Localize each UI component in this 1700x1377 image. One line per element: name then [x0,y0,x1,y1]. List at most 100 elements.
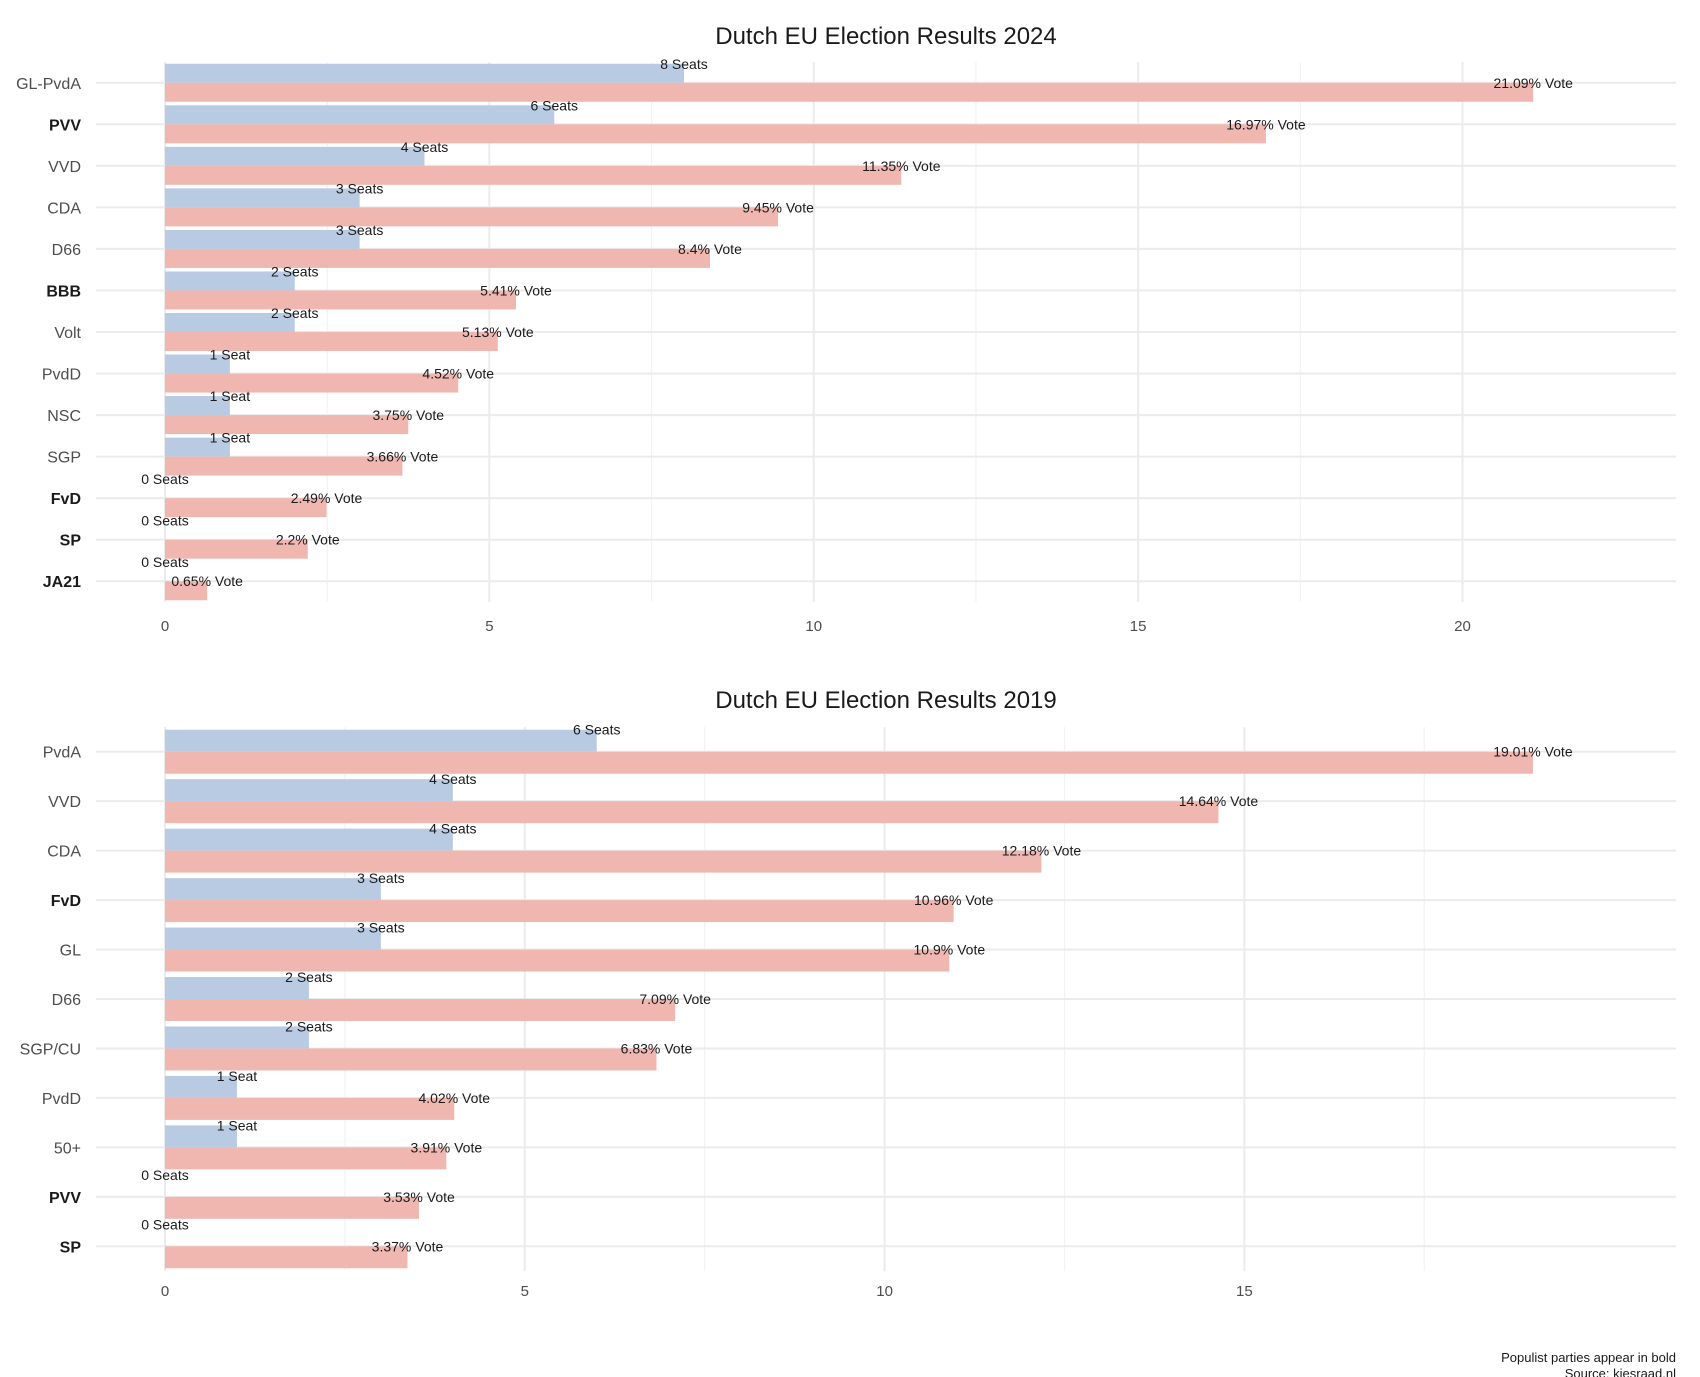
seats-bar [165,271,295,291]
seats-label: 0 Seats [141,513,188,529]
seats-label: 0 Seats [141,1216,188,1232]
seats-bar [165,146,425,166]
seats-bar [165,729,597,752]
seats-bar [165,779,453,802]
vote-label: 12.18% Vote [1002,843,1082,859]
seats-bar [165,229,360,249]
category-label: VVD [48,794,81,811]
vote-bar [165,248,710,268]
seats-label: 0 Seats [141,554,188,570]
vote-bar [165,999,676,1021]
vote-label: 16.97% Vote [1226,116,1306,132]
vote-bar [165,949,950,972]
vote-bar [165,801,1219,824]
seats-label: 6 Seats [531,97,578,113]
seats-bar [165,878,381,901]
category-label: SP [60,1239,82,1256]
category-label: CDA [47,200,81,217]
category-label: VVD [48,159,81,176]
vote-label: 3.75% Vote [372,407,444,423]
x-tick-label: 0 [161,1283,169,1300]
x-tick-label: 5 [485,618,493,635]
category-label: PvdA [43,745,82,762]
x-tick-label: 15 [1130,618,1147,635]
vote-label: 10.96% Vote [914,892,994,908]
x-tick-label: 15 [1236,1283,1253,1300]
seats-bar [165,977,309,999]
category-label: PvdD [42,1091,81,1108]
vote-bar [165,581,208,601]
category-label: D66 [52,992,81,1009]
seats-label: 1 Seat [210,430,251,446]
vote-bar [165,850,1042,873]
vote-bar [165,373,459,393]
vote-bar [165,1147,447,1170]
seats-bar [165,437,230,457]
caption-source: Source: kiesraad.nl [1565,1366,1676,1377]
vote-label: 14.64% Vote [1179,793,1259,809]
seats-label: 0 Seats [141,471,188,487]
seats-label: 8 Seats [660,56,707,72]
seats-label: 4 Seats [429,771,476,787]
vote-bar [165,1246,408,1269]
vote-label: 3.91% Vote [411,1139,483,1155]
seats-bar [165,63,685,83]
seats-bar [165,105,555,125]
vote-label: 2.2% Vote [276,532,340,548]
seats-label: 6 Seats [573,722,620,738]
vote-bar [165,82,1534,102]
vote-bar [165,207,779,227]
category-label: SP [60,533,82,550]
seats-label: 4 Seats [401,139,448,155]
seats-bar [165,313,295,332]
vote-bar [165,290,516,310]
seats-bar [165,1125,237,1148]
seats-label: 2 Seats [271,305,318,321]
seats-bar [165,927,381,950]
vote-label: 4.02% Vote [418,1090,490,1106]
category-label: Volt [54,325,81,342]
category-label: SGP/CU [20,1041,81,1058]
vote-label: 11.35% Vote [862,158,941,174]
vote-bar [165,415,409,435]
seats-bar [165,354,230,374]
category-label: D66 [52,242,81,259]
seats-label: 3 Seats [336,222,383,238]
category-label: FvD [51,491,81,508]
x-tick-label: 0 [161,618,169,635]
seats-bar [165,396,230,416]
vote-bar [165,900,954,923]
vote-bar [165,1196,420,1219]
category-label: CDA [47,844,81,861]
vote-label: 19.01% Vote [1493,744,1573,760]
category-label: JA21 [43,574,81,591]
vote-label: 4.52% Vote [422,366,494,382]
vote-label: 2.49% Vote [291,490,363,506]
category-label: 50+ [54,1140,81,1157]
seats-label: 1 Seat [217,1068,258,1084]
chart-title: Dutch EU Election Results 2019 [715,687,1057,714]
vote-label: 10.9% Vote [914,942,986,958]
seats-bar [165,1075,237,1098]
seats-label: 2 Seats [271,263,318,279]
vote-bar [165,539,308,559]
vote-label: 7.09% Vote [639,991,711,1007]
vote-bar [165,1048,657,1071]
vote-bar [165,1097,455,1120]
chart-2024: Dutch EU Election Results 2024 8 Seats 21.… [16,23,1676,635]
category-label: PVV [49,1190,81,1207]
vote-bar [165,751,1533,774]
seats-label: 2 Seats [285,969,332,985]
category-label: SGP [47,450,81,467]
category-label: FvD [51,893,81,910]
category-label: PVV [49,117,81,134]
vote-bar [165,456,403,476]
vote-bar [165,498,327,518]
vote-bar [165,332,498,351]
vote-label: 9.45% Vote [742,199,814,215]
vote-bar [165,165,902,185]
vote-label: 5.13% Vote [462,324,534,340]
seats-bar [165,188,360,208]
vote-label: 0.65% Vote [171,573,243,589]
